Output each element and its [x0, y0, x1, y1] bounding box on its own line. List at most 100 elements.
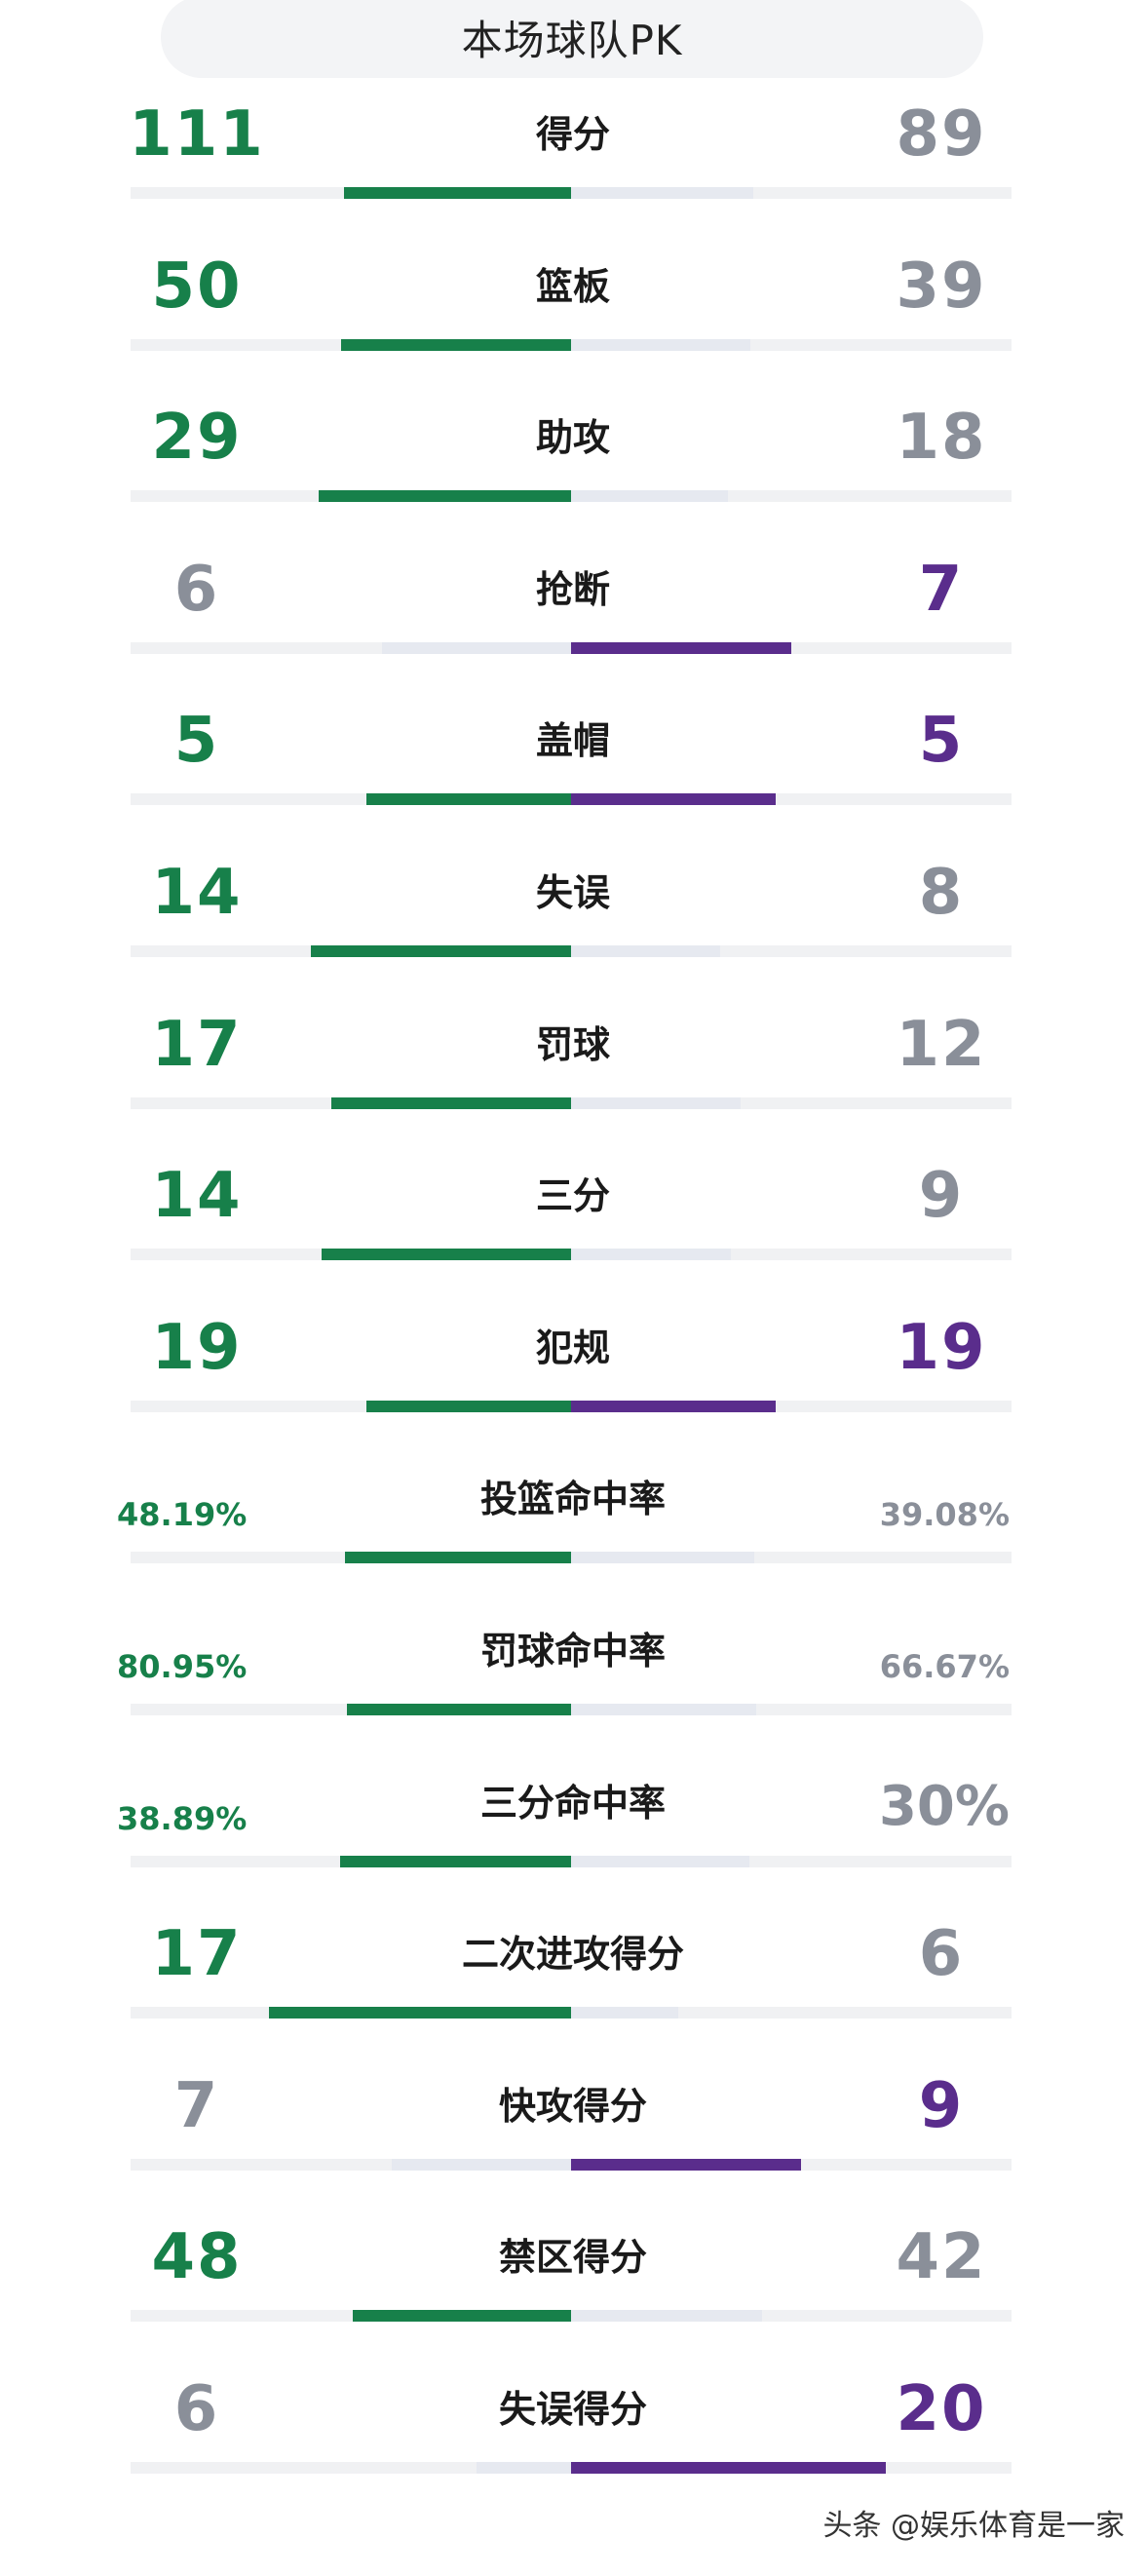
team-pk-header: 本场球队PK: [161, 0, 983, 78]
comparison-bar: [131, 1096, 1012, 1109]
stat-row: 14 失误 8: [0, 832, 1146, 984]
stat-row: 14 三分 9: [0, 1135, 1146, 1288]
stat-left-value: 19: [151, 1311, 243, 1384]
comparison-bar: [131, 1552, 1012, 1564]
stat-left-value: 6: [173, 553, 220, 626]
stat-left-value: 5: [173, 705, 220, 778]
comparison-bar: [131, 2158, 1012, 2171]
bar-fill-left: [341, 338, 571, 351]
bar-track-right: [571, 1249, 731, 1261]
stat-label: 罚球命中率: [479, 1630, 666, 1672]
stat-right-value: 9: [918, 1160, 965, 1233]
stat-left-value: 50: [151, 250, 243, 323]
stat-left-value: 17: [151, 1008, 243, 1081]
bar-track-right: [571, 945, 720, 957]
stat-right-value: 30%: [878, 1774, 1010, 1838]
comparison-bar: [131, 945, 1012, 957]
stat-left-value: 48.19%: [117, 1496, 248, 1534]
bar-track-right: [571, 1855, 749, 1867]
bar-fill-left: [331, 1096, 571, 1109]
comparison-bar: [131, 2310, 1012, 2323]
stat-label: 抢断: [535, 567, 610, 611]
stat-right-value: 42: [896, 2221, 987, 2294]
stat-label: 盖帽: [535, 719, 610, 763]
comparison-bar: [131, 1400, 1012, 1412]
stat-label: 快攻得分: [498, 2084, 647, 2128]
stat-right-value: 9: [918, 2069, 965, 2142]
stat-right-value: 6: [918, 1918, 965, 1991]
stat-right-value: 7: [918, 553, 965, 626]
stat-label: 失误得分: [498, 2388, 647, 2431]
comparison-bar: [131, 641, 1012, 654]
bar-track-right: [571, 490, 728, 503]
bar-fill-left: [269, 2007, 571, 2019]
stat-right-value: 18: [896, 402, 987, 475]
comparison-bar: [131, 793, 1012, 806]
bar-fill-right: [571, 641, 791, 654]
bar-track-right: [571, 1704, 756, 1715]
stat-right-value: 5: [918, 705, 965, 778]
bar-track-right: [571, 2007, 678, 2019]
bar-fill-left: [344, 187, 571, 199]
stat-row: 111 得分 89: [0, 74, 1146, 226]
stat-left-value: 48: [151, 2221, 243, 2294]
stat-row: 38.89% 三分命中率 30%: [0, 1743, 1146, 1895]
bar-track-left: [477, 2462, 571, 2474]
stat-left-value: 29: [151, 402, 243, 475]
stat-row: 48 禁区得分 42: [0, 2197, 1146, 2349]
stat-row: 5 盖帽 5: [0, 680, 1146, 832]
bar-fill-left: [366, 793, 571, 806]
stat-label: 三分命中率: [479, 1781, 666, 1825]
stat-left-value: 6: [173, 2373, 220, 2445]
bar-track-right: [571, 1552, 754, 1564]
stat-row: 7 快攻得分 9: [0, 2046, 1146, 2198]
stat-label: 篮板: [535, 264, 610, 308]
comparison-bar: [131, 490, 1012, 503]
stat-left-value: 17: [151, 1918, 243, 1991]
stat-right-value: 8: [918, 857, 965, 929]
stat-row: 6 抢断 7: [0, 529, 1146, 681]
stat-label: 助攻: [535, 416, 610, 460]
bar-track-right: [571, 338, 750, 351]
stat-label: 投篮命中率: [479, 1478, 666, 1521]
stat-left-value: 38.89%: [117, 1799, 248, 1837]
stat-left-value: 14: [151, 857, 243, 929]
bar-track-left: [382, 641, 571, 654]
stat-right-value: 12: [896, 1008, 987, 1081]
bar-track-right: [571, 1096, 741, 1109]
comparison-bar: [131, 338, 1012, 351]
stat-row: 19 犯规 19: [0, 1288, 1146, 1440]
comparison-bar: [131, 187, 1012, 199]
comparison-bar: [131, 2007, 1012, 2019]
bar-fill-right: [571, 1400, 776, 1412]
stat-right-value: 39: [896, 250, 987, 323]
stat-label: 犯规: [535, 1326, 610, 1369]
stat-row: 48.19% 投篮命中率 39.08%: [0, 1439, 1146, 1591]
stat-row: 17 罚球 12: [0, 984, 1146, 1136]
stat-left-value: 111: [129, 98, 265, 171]
stat-row: 17 二次进攻得分 6: [0, 1894, 1146, 2046]
bar-fill-left: [340, 1855, 571, 1867]
stat-row: 29 助攻 18: [0, 377, 1146, 529]
bar-fill-left: [347, 1704, 571, 1715]
stat-row: 6 失误得分 20: [0, 2349, 1146, 2501]
comparison-bar: [131, 2462, 1012, 2474]
stat-left-value: 80.95%: [117, 1648, 248, 1685]
stat-right-value: 66.67%: [879, 1648, 1010, 1685]
comparison-bar: [131, 1704, 1012, 1715]
stat-label: 失误: [535, 871, 610, 914]
bar-fill-left: [353, 2310, 571, 2323]
bar-fill-left: [322, 1249, 571, 1261]
comparison-bar: [131, 1249, 1012, 1261]
bar-fill-left: [366, 1400, 571, 1412]
bar-track-left: [392, 2158, 571, 2171]
stat-right-value: 19: [896, 1311, 987, 1384]
bar-fill-left: [311, 945, 571, 957]
bar-fill-left: [319, 490, 571, 503]
stat-row: 80.95% 罚球命中率 66.67%: [0, 1591, 1146, 1743]
comparison-bar: [131, 1855, 1012, 1867]
bar-fill-right: [571, 793, 776, 806]
stat-row: 50 篮板 39: [0, 226, 1146, 378]
watermark-text: 头条 @娱乐体育是一家: [822, 2509, 1125, 2543]
stat-label: 禁区得分: [498, 2236, 647, 2280]
